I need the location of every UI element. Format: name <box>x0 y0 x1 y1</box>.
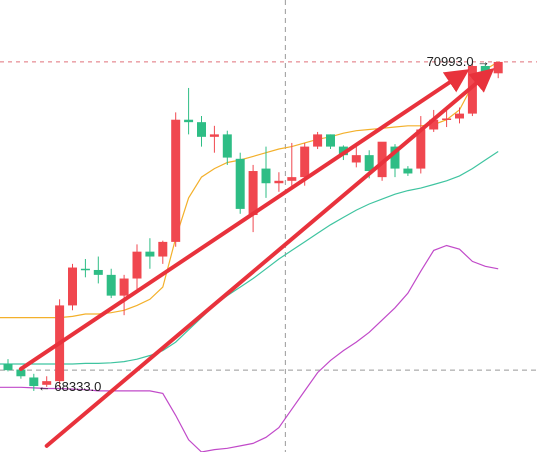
bollinger-upper-line <box>0 61 499 319</box>
candle-body <box>3 364 13 371</box>
candle-body <box>80 268 90 271</box>
candle-body <box>287 177 297 181</box>
candle-body <box>274 180 284 184</box>
candle-body <box>222 134 232 158</box>
bollinger-bands <box>0 61 499 452</box>
candle-body <box>377 141 387 178</box>
candle-body <box>171 119 181 242</box>
candles-layer <box>3 61 503 391</box>
bollinger-middle-line <box>0 150 499 365</box>
low-price-label: ← 68333.0 <box>38 379 102 394</box>
candle-body <box>390 146 400 169</box>
candle-body <box>455 113 464 119</box>
candle-body <box>119 278 129 296</box>
candle-body <box>351 155 361 163</box>
bollinger-lower-line <box>0 244 499 452</box>
candle-body <box>403 168 413 174</box>
trend-arrow-2 <box>44 68 495 448</box>
high-price-label: 70993.0 → <box>427 54 491 69</box>
candle-body <box>493 61 503 74</box>
candle-body <box>442 118 452 120</box>
candle-body <box>416 129 426 169</box>
candle-body <box>338 146 348 156</box>
candle-body <box>326 134 335 147</box>
candle-body <box>42 381 52 385</box>
candle-body <box>132 251 142 279</box>
candle-body <box>261 168 271 184</box>
candle-body <box>93 269 103 275</box>
trend-arrow-1 <box>18 69 470 371</box>
price-annotations: 70993.0 → ← 68333.0 <box>38 54 490 394</box>
candle-body <box>429 119 439 130</box>
candle-body <box>184 119 194 123</box>
candle-body <box>106 274 116 296</box>
candle-body <box>145 251 155 257</box>
trend-arrows <box>18 68 495 448</box>
candle-body <box>197 122 206 137</box>
candle-body <box>235 158 245 209</box>
candle-body <box>313 134 323 147</box>
candle-body <box>29 377 39 387</box>
candle-body <box>300 146 310 178</box>
candle-body <box>364 155 374 172</box>
candle-body <box>248 171 258 216</box>
candle-body <box>158 241 168 257</box>
candle-body <box>68 267 77 306</box>
candle-body <box>16 369 26 377</box>
candle-body <box>209 134 219 137</box>
